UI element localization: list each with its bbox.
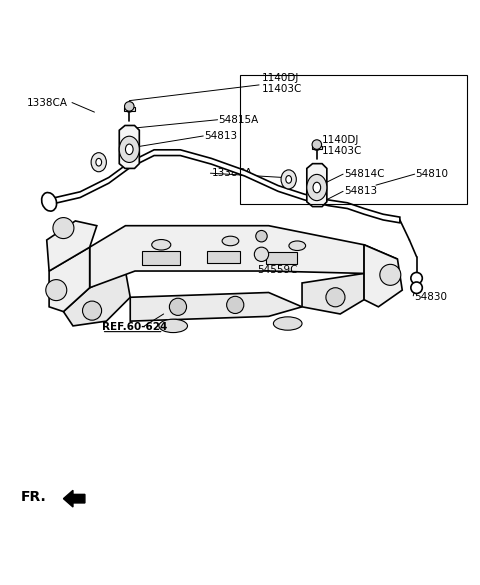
Circle shape bbox=[312, 140, 322, 149]
Polygon shape bbox=[302, 273, 364, 314]
Ellipse shape bbox=[222, 236, 239, 246]
Ellipse shape bbox=[307, 174, 327, 201]
Circle shape bbox=[46, 280, 67, 301]
Ellipse shape bbox=[125, 144, 133, 154]
Ellipse shape bbox=[152, 239, 171, 250]
Ellipse shape bbox=[274, 317, 302, 330]
Text: 1140DJ: 1140DJ bbox=[262, 74, 299, 84]
Ellipse shape bbox=[281, 170, 296, 189]
Text: 11403C: 11403C bbox=[322, 146, 362, 156]
Text: 54814C: 54814C bbox=[344, 169, 384, 179]
Polygon shape bbox=[364, 245, 402, 307]
Ellipse shape bbox=[42, 192, 57, 211]
Circle shape bbox=[227, 297, 244, 314]
Polygon shape bbox=[47, 221, 97, 271]
Circle shape bbox=[326, 288, 345, 307]
Circle shape bbox=[411, 273, 422, 284]
Polygon shape bbox=[90, 226, 364, 288]
Text: 54559C: 54559C bbox=[257, 264, 297, 274]
Ellipse shape bbox=[126, 107, 132, 112]
Polygon shape bbox=[49, 247, 90, 312]
Ellipse shape bbox=[286, 176, 291, 183]
Bar bbox=[142, 252, 180, 265]
Text: 1140DJ: 1140DJ bbox=[322, 135, 360, 144]
Circle shape bbox=[380, 264, 401, 285]
FancyArrow shape bbox=[63, 490, 85, 507]
Bar bbox=[240, 75, 467, 204]
Ellipse shape bbox=[119, 136, 139, 163]
Bar bbox=[266, 252, 297, 264]
Text: 54813: 54813 bbox=[204, 131, 237, 141]
Polygon shape bbox=[63, 271, 130, 326]
Text: FR.: FR. bbox=[21, 490, 46, 504]
Circle shape bbox=[411, 282, 422, 294]
Ellipse shape bbox=[96, 159, 102, 166]
Text: REF.60-624: REF.60-624 bbox=[102, 322, 167, 332]
Circle shape bbox=[53, 218, 74, 239]
Circle shape bbox=[124, 102, 134, 111]
Circle shape bbox=[83, 301, 102, 320]
Bar bbox=[124, 107, 134, 111]
Polygon shape bbox=[49, 150, 400, 223]
Text: 54815A: 54815A bbox=[218, 115, 259, 125]
Ellipse shape bbox=[313, 146, 320, 150]
Circle shape bbox=[254, 247, 269, 261]
Bar bbox=[206, 251, 240, 263]
Circle shape bbox=[256, 230, 267, 242]
Text: 11403C: 11403C bbox=[262, 84, 302, 94]
Ellipse shape bbox=[159, 319, 188, 333]
Circle shape bbox=[169, 298, 187, 315]
Ellipse shape bbox=[91, 153, 107, 172]
Text: 1338CA: 1338CA bbox=[27, 98, 68, 108]
Polygon shape bbox=[130, 292, 302, 321]
Polygon shape bbox=[307, 164, 327, 207]
Text: 1338CA: 1338CA bbox=[211, 168, 252, 178]
Polygon shape bbox=[364, 245, 397, 273]
Text: 54813: 54813 bbox=[344, 187, 377, 197]
Ellipse shape bbox=[289, 241, 306, 250]
Ellipse shape bbox=[313, 183, 321, 193]
Text: 54810: 54810 bbox=[416, 169, 449, 179]
Polygon shape bbox=[119, 125, 139, 168]
Bar bbox=[312, 146, 322, 149]
Text: 54830: 54830 bbox=[414, 292, 447, 302]
